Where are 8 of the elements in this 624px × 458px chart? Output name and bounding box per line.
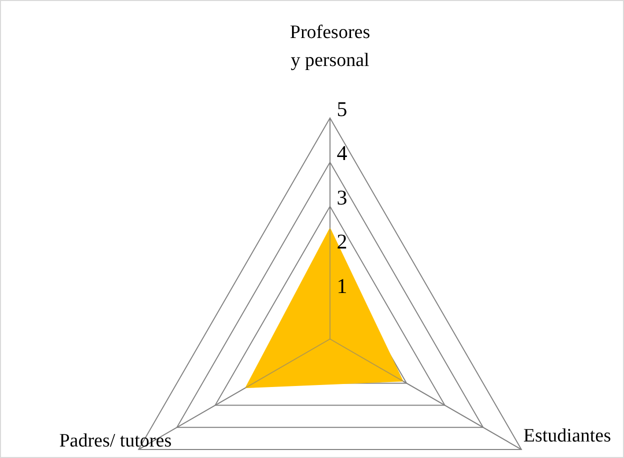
spoke-label: Padres/ tutores (59, 430, 172, 452)
spoke-label: Estudiantes (523, 426, 611, 446)
y-tick-label: 3 (336, 185, 348, 210)
y-tick-label: 1 (336, 274, 348, 298)
spoke-label: Profesores y personal (290, 22, 370, 71)
y-tick-label: 5 (336, 97, 348, 121)
y-tick-label: 2 (336, 230, 348, 254)
y-tick-label: 4 (336, 141, 348, 166)
